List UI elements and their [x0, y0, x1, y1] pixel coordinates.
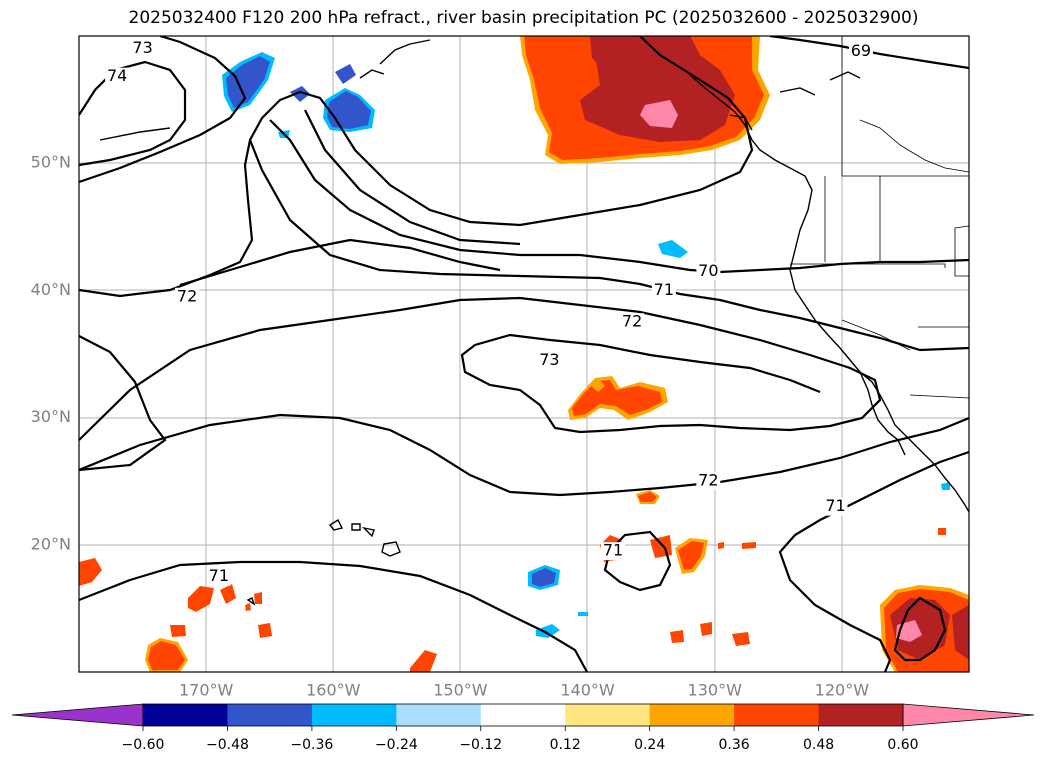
colorbar-extend-low — [11, 703, 144, 727]
longitude-label: 120°W — [815, 681, 870, 700]
colorbar-tick-label: 0.36 — [719, 737, 750, 753]
latitude-label: 40°N — [31, 280, 71, 299]
contour-label: 69 — [851, 41, 871, 60]
colorbar-tick-label: −0.60 — [122, 737, 165, 753]
contour-label-bg — [696, 472, 721, 491]
colorbar-tick-label: −0.48 — [206, 737, 249, 753]
latitude-labels: 50°N 40°N 30°N 20°N — [31, 153, 71, 554]
precip-anomaly-pnw — [520, 36, 770, 164]
political-borders — [790, 36, 969, 399]
coastlines — [99, 39, 969, 606]
map-frame — [78, 35, 970, 673]
contour-label: 74 — [107, 66, 127, 85]
map-panel: 73 74 72 70 71 72 73 72 71 71 71 69 — [79, 36, 969, 672]
colorbar-swatch — [734, 704, 820, 726]
contour-label: 72 — [177, 286, 197, 305]
contour-label-bg — [601, 542, 625, 561]
contour-label: 72 — [698, 471, 718, 490]
precip-anomaly-southeast — [880, 585, 969, 672]
colorbar-extend-high — [902, 703, 1035, 727]
colorbar-tick-label: 0.24 — [634, 737, 665, 753]
longitude-labels: 170°W 160°W 150°W 140°W 130°W 120°W — [179, 681, 869, 700]
latitude-label: 30°N — [31, 407, 71, 426]
contour-label-bg — [620, 313, 645, 332]
longitude-label: 160°W — [306, 681, 361, 700]
colorbar-tick-label: 0.60 — [887, 737, 918, 753]
colorbar-tick-label: 0.12 — [550, 737, 581, 753]
longitude-label: 170°W — [179, 681, 234, 700]
colorbar: −0.60 −0.48 −0.36 −0.24 −0.12 0.12 0.24 0.36 0.4… — [11, 703, 1035, 753]
contour-label: 71 — [209, 566, 229, 585]
contour-label-bg — [696, 262, 721, 281]
contour-label-bg — [537, 351, 562, 370]
contour-label: 70 — [698, 261, 718, 280]
longitude-label: 150°W — [433, 681, 488, 700]
latitude-label: 20°N — [31, 534, 71, 553]
precip-anomaly-scattered — [79, 380, 946, 672]
contour-label-bg — [848, 42, 873, 61]
contour-label: 73 — [132, 38, 152, 57]
longitude-label: 130°W — [688, 681, 743, 700]
colorbar-swatch — [480, 704, 566, 726]
colorbar-tick-label: 0.48 — [803, 737, 834, 753]
contour-label-bg — [651, 281, 676, 300]
contour-label: 72 — [622, 312, 642, 331]
refractivity-contours — [79, 36, 969, 672]
colorbar-tick-label: −0.24 — [375, 737, 418, 753]
contour-label-bg — [206, 567, 231, 586]
colorbar-swatch — [227, 704, 313, 726]
contour-label: 71 — [603, 541, 623, 560]
contour-label-bg — [130, 39, 155, 58]
contour-label: 71 — [654, 280, 674, 299]
colorbar-swatch — [649, 704, 735, 726]
colorbar-frame — [142, 703, 904, 727]
colorbar-swatch — [565, 704, 651, 726]
colorbar-swatch — [396, 704, 482, 726]
longitude-label: 140°W — [560, 681, 615, 700]
latitude-label: 50°N — [31, 153, 71, 172]
colorbar-swatch — [143, 704, 228, 726]
contour-label: 73 — [539, 350, 559, 369]
contour-label-bg — [175, 287, 200, 306]
colorbar-swatch — [311, 704, 397, 726]
contour-label-bg — [823, 497, 848, 516]
colorbar-swatch — [818, 704, 904, 726]
contour-label: 71 — [825, 496, 845, 515]
contour-labels: 73 74 72 70 71 72 73 72 71 71 71 69 — [105, 38, 873, 586]
colorbar-tick-label: −0.36 — [290, 737, 333, 753]
colorbar-tick-label: −0.12 — [459, 737, 502, 753]
contour-label-bg — [105, 67, 130, 86]
map-title: 2025032400 F120 200 hPa refract., river … — [128, 8, 919, 28]
